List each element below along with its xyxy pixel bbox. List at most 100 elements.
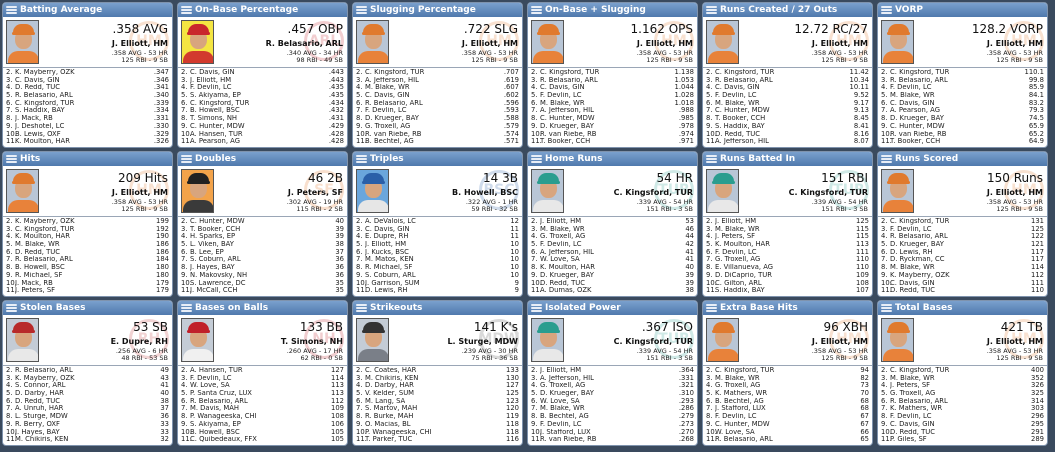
player-link[interactable]: S. Martov, MAH bbox=[365, 405, 418, 413]
player-link[interactable]: D. Redd, TUC bbox=[15, 248, 60, 256]
player-link[interactable]: P. Wanageeska, CHI bbox=[365, 428, 432, 436]
leader-list-row[interactable]: 4. C. Davis, GIN 1.044 bbox=[531, 84, 694, 92]
card-header[interactable]: VORP bbox=[878, 3, 1047, 17]
leader-name-link[interactable]: J. Elliott, HM bbox=[986, 188, 1043, 197]
leader-list-row[interactable]: 3. M. Blake, WR 115 bbox=[706, 225, 869, 234]
leader-list-row[interactable]: 7. F. Devlin, LC .593 bbox=[356, 107, 519, 115]
leader-name-link[interactable]: L. Sturge, MDW bbox=[447, 337, 518, 346]
leader-list-row[interactable]: 8. D. Krueger, BAY .588 bbox=[356, 114, 519, 123]
card-header[interactable]: Batting Average bbox=[3, 3, 172, 17]
player-link[interactable]: C. Hunter, MDW bbox=[190, 218, 245, 225]
player-link[interactable]: K. Moulton, HAR bbox=[15, 233, 70, 241]
leader-list-row[interactable]: 5. L. Viken, BAY 38 bbox=[181, 240, 344, 249]
card-header[interactable]: Total Bases bbox=[878, 301, 1047, 315]
leader-list-row[interactable]: 5. M. Blake, WR 84.1 bbox=[881, 91, 1044, 100]
player-link[interactable]: D. Krueger, BAY bbox=[540, 271, 594, 279]
leader-list-row[interactable]: 5. J. Elliott, HM 10 bbox=[356, 240, 519, 249]
leader-list-row[interactable]: 3. R. Belasario, ARL 1.053 bbox=[531, 76, 694, 85]
player-link[interactable]: C. Davis, GIN bbox=[890, 420, 935, 428]
player-link[interactable]: F. Devlin, LC bbox=[890, 84, 932, 92]
player-link[interactable]: H. Sparks, EP bbox=[190, 233, 236, 241]
player-link[interactable]: F. Devlin, LC bbox=[190, 374, 232, 382]
top-leader[interactable]: HM 1.162 OPS J. Elliott, HM .358 AVG - 5… bbox=[528, 17, 697, 68]
player-link[interactable]: F. Devlin, LC bbox=[540, 92, 582, 100]
leader-list-row[interactable]: 3. M. Blake, WR 352 bbox=[881, 374, 1044, 383]
player-link[interactable]: R. van Riebe, RB bbox=[540, 436, 597, 444]
leader-list-row[interactable]: 7. A. Jefferson, HIL .988 bbox=[531, 107, 694, 115]
leader-list-row[interactable]: 10. P. Wanageeska, CHI 118 bbox=[356, 428, 519, 437]
leader-list-row[interactable]: 9. S. Coburn, ARL 10 bbox=[356, 271, 519, 280]
leader-list-row[interactable]: 2. C. Kingsford, TUR 94 bbox=[706, 366, 869, 375]
leader-card[interactable]: Extra Base Hits HM 96 XBH J. Elliott, HM… bbox=[702, 300, 873, 446]
player-link[interactable]: C. Hunter, MDW bbox=[715, 107, 770, 115]
player-link[interactable]: C. Kingsford, TUR bbox=[365, 69, 425, 76]
leader-list-row[interactable]: 2. J. Elliott, HM 53 bbox=[531, 217, 694, 226]
player-link[interactable]: F. Devlin, LC bbox=[890, 225, 932, 233]
leader-list-row[interactable]: 4. E. Dupre, RH 11 bbox=[356, 233, 519, 241]
leader-name-link[interactable]: J. Elliott, HM bbox=[986, 39, 1043, 48]
leader-list-row[interactable]: 11. J. McCall, CCH 35 bbox=[181, 286, 344, 295]
leader-name-link[interactable]: J. Peters, SF bbox=[287, 188, 343, 197]
leader-list-row[interactable]: 11. A. Jefferson, HIL 8.07 bbox=[706, 137, 869, 146]
leader-list-row[interactable]: 11. R. Belasario, ARL 65 bbox=[706, 435, 869, 444]
player-link[interactable]: M. Blake, WR bbox=[540, 99, 585, 107]
leader-list-row[interactable]: 10. C. Gilton, ARL 108 bbox=[706, 279, 869, 288]
player-link[interactable]: M. Blake, WR bbox=[715, 99, 760, 107]
player-link[interactable]: J. Mack, RB bbox=[15, 115, 53, 123]
leader-list-row[interactable]: 3. K. Mayberry, OZK 43 bbox=[6, 374, 169, 383]
leader-list-row[interactable]: 10. C. Davis, GIN 111 bbox=[881, 279, 1044, 288]
player-photo[interactable] bbox=[881, 169, 914, 213]
leader-list-row[interactable]: 5. K. Mathers, WR 70 bbox=[706, 389, 869, 398]
leader-list-row[interactable]: 8. R. Burke, MAH 119 bbox=[356, 412, 519, 421]
player-link[interactable]: G. Troxell, AG bbox=[715, 256, 761, 264]
top-leader[interactable]: HM 150 Runs J. Elliott, HM .358 AVG - 53… bbox=[878, 166, 1047, 217]
top-leader[interactable]: ARL .457 OBP R. Belasario, ARL .340 AVG … bbox=[178, 17, 347, 68]
player-link[interactable]: N. Makovsky, NH bbox=[190, 271, 248, 279]
player-link[interactable]: A. Hansen, TUR bbox=[190, 367, 243, 374]
player-link[interactable]: S. Connor, ARL bbox=[15, 382, 66, 390]
player-link[interactable]: J. Peters, SF bbox=[715, 233, 756, 241]
leader-list-row[interactable]: 9. G. Troxell, AG .579 bbox=[356, 122, 519, 131]
leader-list-row[interactable]: 8. J. Mack, RB .331 bbox=[6, 114, 169, 123]
leader-list-row[interactable]: 3. A. Jefferson, HIL .619 bbox=[356, 76, 519, 85]
leader-list-row[interactable]: 3. A. Jefferson, HIL .331 bbox=[531, 374, 694, 383]
leader-list-row[interactable]: 5. D. Darby, HAR 40 bbox=[6, 389, 169, 398]
leader-list-row[interactable]: 9. C. Davis, GIN 295 bbox=[881, 420, 1044, 429]
menu-icon[interactable] bbox=[706, 304, 717, 312]
leader-card[interactable]: Total Bases HM 421 TB J. Elliott, HM .35… bbox=[877, 300, 1048, 446]
leader-list-row[interactable]: 7. G. Troxell, AG 110 bbox=[706, 256, 869, 264]
leader-list-row[interactable]: 5. K. Moulton, HAR 113 bbox=[706, 240, 869, 249]
top-leader[interactable]: HM 128.2 VORP J. Elliott, HM .358 AVG - … bbox=[878, 17, 1047, 68]
player-link[interactable]: G. Troxell, AG bbox=[540, 382, 586, 390]
leader-list-row[interactable]: 7. S. Martov, MAH 120 bbox=[356, 405, 519, 413]
menu-icon[interactable] bbox=[531, 155, 542, 163]
player-link[interactable]: D. Redd, TUC bbox=[15, 84, 60, 92]
player-link[interactable]: R. Michael, SF bbox=[365, 264, 413, 272]
player-link[interactable]: B. Bechtel, AG bbox=[715, 397, 764, 405]
top-leader[interactable]: BSC 14 3B B. Howell, BSC .322 AVG - 1 HR… bbox=[353, 166, 522, 217]
leader-card[interactable]: Runs Created / 27 Outs HM 12.72 RC/27 J.… bbox=[702, 2, 873, 148]
player-link[interactable]: C. Kingsford, TUR bbox=[890, 69, 950, 76]
player-link[interactable]: R. Belasario, ARL bbox=[15, 367, 73, 374]
leader-list-row[interactable]: 3. C. Davis, GIN .346 bbox=[6, 76, 169, 85]
leader-list-row[interactable]: 2. C. Kingsford, TUR .707 bbox=[356, 68, 519, 77]
leader-list-row[interactable]: 5. D. Krueger, BAY 121 bbox=[881, 240, 1044, 249]
leader-list-row[interactable]: 6. C. Kingsford, TUR .339 bbox=[6, 99, 169, 108]
leader-list-row[interactable]: 9. J. Deshotel, LC .330 bbox=[6, 122, 169, 131]
leader-list-row[interactable]: 9. D. Krueger, BAY 39 bbox=[531, 271, 694, 280]
player-link[interactable]: S. Akiyama, EP bbox=[190, 420, 241, 428]
leader-list-row[interactable]: 3. R. Belasario, ARL 99.8 bbox=[881, 76, 1044, 85]
leader-list-row[interactable]: 8. B. Howell, BSC 180 bbox=[6, 263, 169, 272]
player-link[interactable]: J. Stafford, LUX bbox=[540, 428, 591, 436]
leader-name-link[interactable]: J. Elliott, HM bbox=[636, 39, 693, 48]
player-link[interactable]: F. Devlin, LC bbox=[715, 413, 757, 421]
player-link[interactable]: A. Unruh, HAR bbox=[15, 405, 64, 413]
leader-list-row[interactable]: 8. J. Hayes, BAY 36 bbox=[181, 263, 344, 272]
player-link[interactable]: V. Kelder, SUM bbox=[365, 390, 415, 398]
leader-list-row[interactable]: 6. M. Lang, SA 123 bbox=[356, 397, 519, 406]
menu-icon[interactable] bbox=[181, 155, 192, 163]
leader-list-row[interactable]: 10. D. Redd, TUC 39 bbox=[531, 279, 694, 288]
player-photo[interactable] bbox=[6, 318, 39, 362]
player-link[interactable]: C. Quibedeaux, FFX bbox=[190, 436, 257, 444]
leader-list-row[interactable]: 5. G. Troxell, AG 325 bbox=[881, 389, 1044, 398]
